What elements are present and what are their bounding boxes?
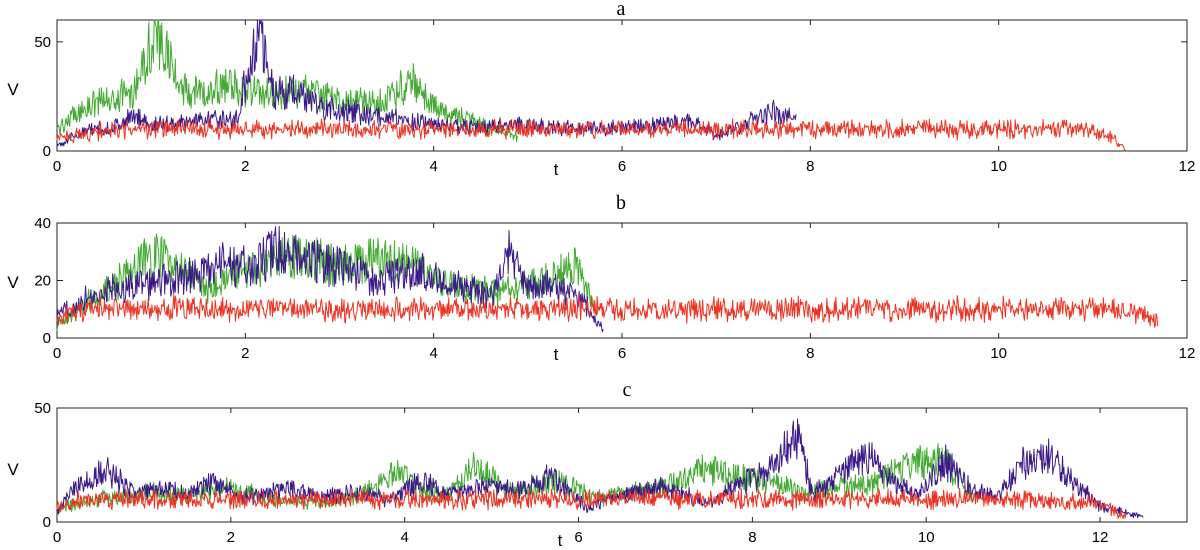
x-tick-label: 10 (990, 345, 1007, 362)
x-tick-label: 4 (429, 158, 437, 175)
x-tick-label: 12 (1092, 529, 1109, 546)
plot-frame (56, 222, 1188, 339)
x-tick-label: 10 (990, 158, 1007, 175)
x-tick-label: 6 (574, 529, 582, 546)
tick-marks (56, 20, 1188, 152)
y-axis-label: V (7, 460, 19, 479)
y-tick-label: 50 (34, 34, 51, 51)
x-tick-label: 8 (748, 529, 756, 546)
series-line (56, 418, 1144, 519)
series-line (56, 233, 599, 331)
x-axis-label: t (554, 160, 559, 179)
series-line (56, 226, 604, 333)
tick-marks (56, 407, 1187, 523)
x-axis-label: t (554, 345, 559, 364)
x-tick-label: 12 (1179, 158, 1196, 175)
panel-title: b (616, 192, 626, 214)
panel-c: c 0 2 4 6 8 10 12 0 50 V t (7, 379, 1188, 550)
x-tick-label: 12 (1179, 345, 1196, 362)
x-tick-label: 2 (227, 529, 235, 546)
series-layer (56, 19, 1126, 152)
series-layer (56, 418, 1144, 520)
series-line (56, 118, 1126, 152)
x-tick-label: 8 (806, 158, 814, 175)
x-tick-label: 0 (53, 345, 61, 362)
panel-a: a 0 2 4 6 8 10 12 0 50 V t (7, 0, 1195, 179)
x-tick-label: 4 (429, 345, 437, 362)
y-axis-label: V (7, 80, 19, 99)
x-tick-label: 2 (241, 345, 249, 362)
x-tick-label: 0 (53, 158, 61, 175)
tick-marks (56, 222, 1188, 339)
x-tick-label: 6 (618, 345, 626, 362)
plot-frame (56, 407, 1188, 523)
y-tick-label: 40 (34, 215, 51, 232)
y-tick-label: 0 (43, 330, 51, 347)
series-line (56, 19, 797, 147)
tick-labels: 0 2 4 6 8 10 12 0 50 (34, 34, 1195, 175)
x-tick-label: 4 (401, 529, 409, 546)
x-axis-label: t (558, 531, 563, 550)
panel-title: a (617, 0, 626, 20)
series-line (56, 294, 1159, 328)
x-tick-label: 10 (918, 529, 935, 546)
y-tick-label: 20 (34, 273, 51, 290)
tick-labels: 0 2 4 6 8 10 12 0 50 (34, 400, 1108, 546)
x-tick-label: 2 (241, 158, 249, 175)
series-line (56, 487, 1127, 520)
x-tick-label: 6 (618, 158, 626, 175)
y-tick-label: 0 (43, 514, 51, 531)
y-axis-label: V (7, 273, 19, 292)
x-tick-label: 0 (53, 529, 61, 546)
panel-b: b 0 2 4 6 8 10 12 0 20 40 V t (7, 192, 1195, 364)
panel-title: c (623, 379, 632, 401)
tick-labels: 0 2 4 6 8 10 12 0 20 40 (34, 215, 1195, 362)
y-tick-label: 50 (34, 400, 51, 417)
series-layer (56, 226, 1159, 333)
x-tick-label: 8 (806, 345, 814, 362)
y-tick-label: 0 (43, 143, 51, 160)
